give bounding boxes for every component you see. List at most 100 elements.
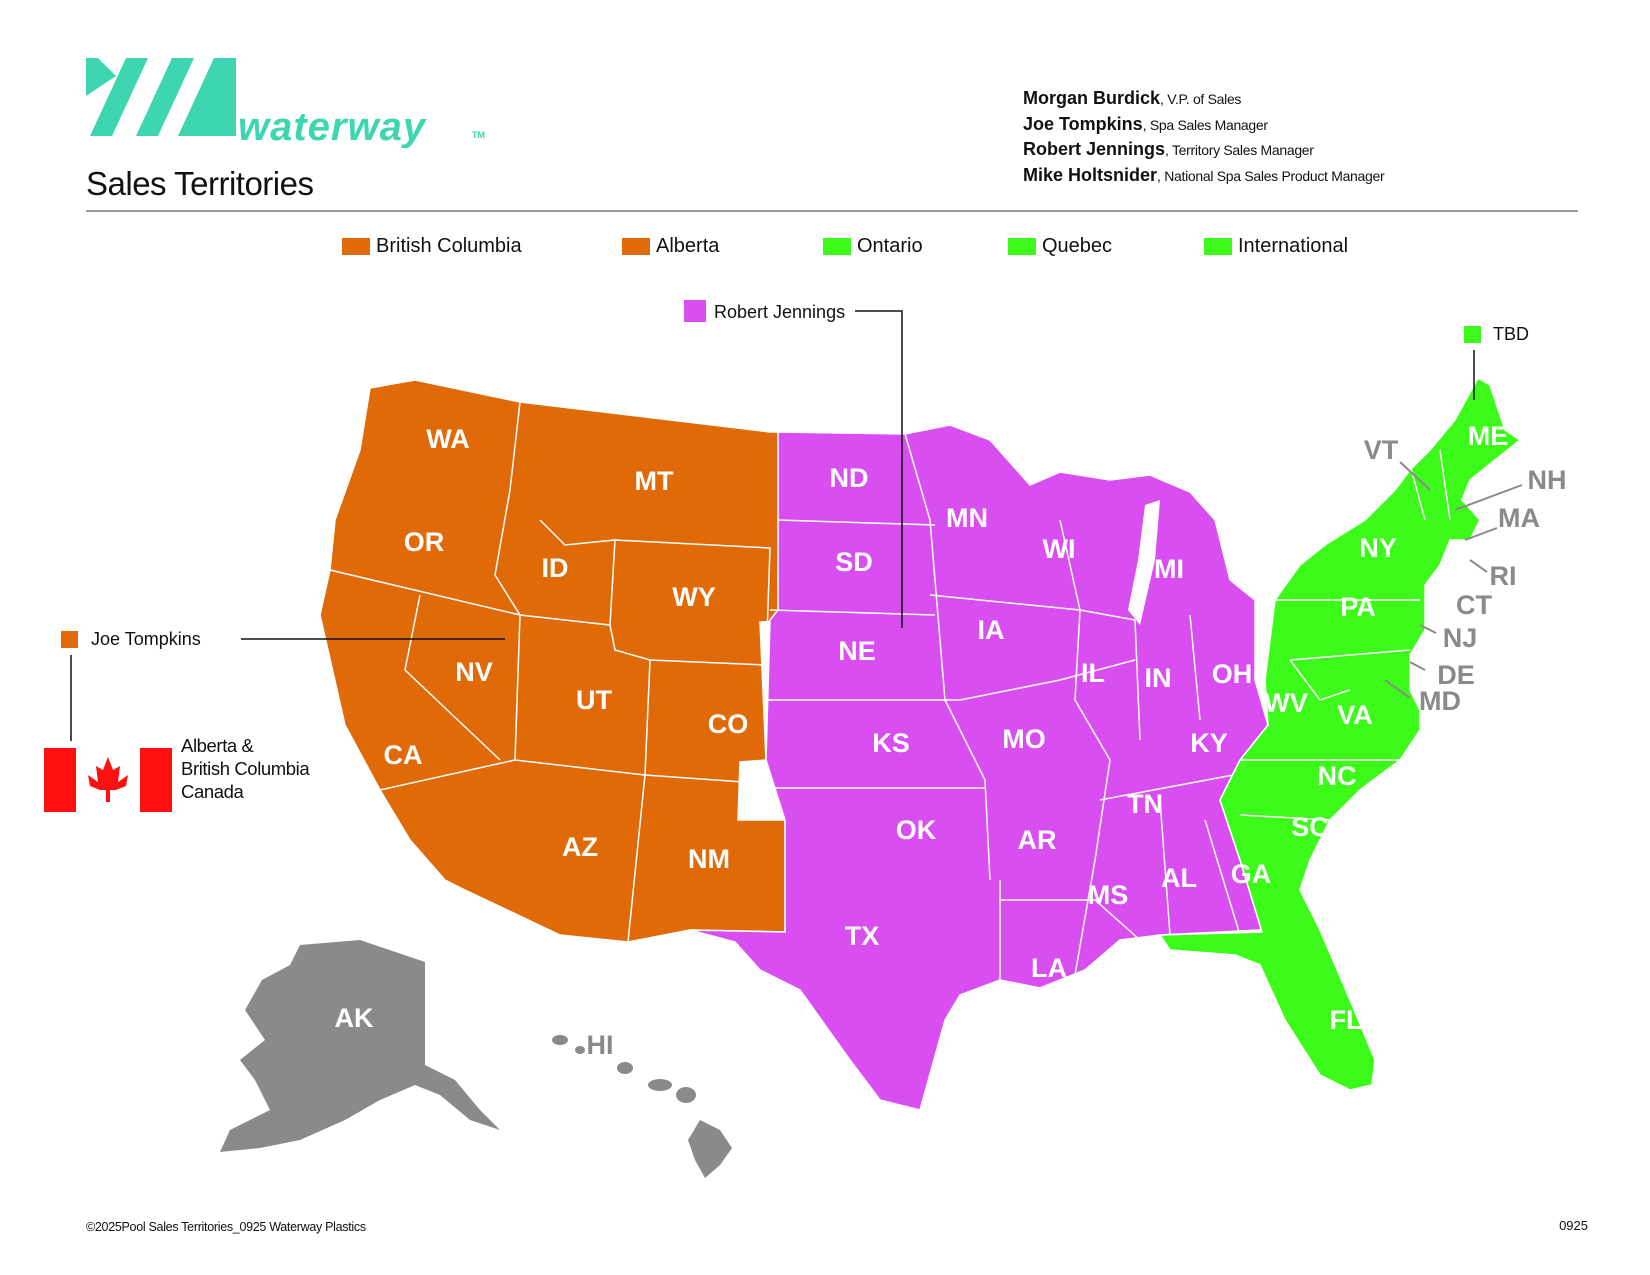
legend-item-alberta: Alberta: [622, 235, 719, 257]
canada-note-line: Alberta &: [181, 735, 254, 756]
state-label-wy: WY: [672, 582, 716, 612]
border-line: [769, 609, 936, 616]
contact-role: , Spa Sales Manager: [1142, 116, 1268, 133]
legend-swatch: [622, 237, 650, 255]
header-divider: [86, 210, 1578, 212]
callout-lines: [70, 310, 1475, 741]
callout-ma: [1464, 527, 1498, 541]
state-label-pa: PA: [1340, 592, 1376, 622]
logo-trademark: TM: [472, 130, 485, 140]
state-label-oh: OH: [1212, 659, 1253, 689]
callout-ri: [1469, 559, 1488, 573]
tbd-swatch: [1464, 326, 1481, 343]
state-label-co: CO: [708, 709, 749, 739]
contact-name: Mike Holtsnider: [1023, 164, 1158, 185]
contact-row: Morgan Burdick, V.P. of Sales: [1023, 86, 1384, 112]
state-label-id: ID: [542, 553, 569, 583]
border-line: [904, 433, 991, 881]
state-label-mn: MN: [946, 503, 988, 533]
canada-flag-icon: [44, 748, 172, 812]
state-label-ak: AK: [335, 1003, 374, 1033]
hawaii-island: [648, 1079, 672, 1091]
legend-label: Quebec: [1042, 234, 1113, 257]
state-label-ny: NY: [1359, 533, 1397, 563]
state-label-ca: CA: [384, 740, 423, 770]
state-label-tn: TN: [1127, 789, 1163, 819]
contact-role: , V.P. of Sales: [1160, 91, 1242, 107]
state-label-ok: OK: [896, 815, 937, 845]
legend-item-quebec: Quebec: [1008, 234, 1113, 257]
state-label-ma: MA: [1498, 503, 1540, 533]
hawaii-island: [676, 1087, 696, 1103]
state-label-de: DE: [1437, 660, 1475, 690]
footer-code: 0925: [1559, 1218, 1588, 1233]
logo-stripe-3: [136, 58, 194, 136]
legend-swatch: [823, 237, 851, 255]
border-line: [777, 519, 936, 526]
contact-row: Mike Holtsnider, National Spa Sales Prod…: [1023, 163, 1385, 189]
canada-note-line: British Columbia: [181, 758, 310, 779]
legend-item-ontario: Ontario: [823, 234, 923, 257]
canada-note-line: Canada: [181, 781, 244, 802]
state-label-fl: FL: [1330, 1005, 1363, 1035]
border-line: [494, 401, 616, 626]
footer-copyright: ©2025Pool Sales Territories_0925 Waterwa…: [86, 1220, 366, 1234]
state-label-in: IN: [1145, 663, 1172, 693]
legend-swatch: [1008, 237, 1036, 255]
waterway-logo: waterway TM: [86, 58, 485, 148]
border-line: [1059, 519, 1111, 976]
state-label-ar: AR: [1018, 825, 1057, 855]
east-region-shape: [1158, 376, 1522, 1091]
robert-jennings-label: Robert Jennings: [714, 302, 845, 322]
legend-swatch: [342, 237, 370, 255]
state-label-wv: WV: [1264, 688, 1308, 718]
callout-nj: [1419, 624, 1437, 634]
state-label-hi: HI: [587, 1030, 614, 1060]
state-label-ia: IA: [978, 615, 1005, 645]
state-label-il: IL: [1081, 658, 1105, 688]
tbd-label: TBD: [1493, 324, 1529, 344]
legend-label: Ontario: [857, 234, 923, 257]
logo-stripe-2: [90, 58, 148, 136]
border-line: [644, 774, 786, 786]
border-line: [627, 774, 646, 943]
contact-name: Robert Jennings: [1023, 139, 1166, 159]
page-title: Sales Territories: [86, 165, 314, 202]
callout-line-robert-jennings: [855, 310, 903, 628]
east-territory: [1158, 376, 1522, 1091]
border-line: [1239, 814, 1331, 821]
border-line: [1289, 659, 1351, 701]
legend-item-international: International: [1204, 235, 1348, 257]
state-label-ne: NE: [838, 636, 876, 666]
border-line: [609, 539, 771, 666]
border-line: [329, 569, 521, 791]
contact-list: Morgan Burdick, V.P. of Sales Joe Tompki…: [1023, 86, 1385, 189]
state-label-ms: MS: [1088, 880, 1129, 910]
hawaii-island: [617, 1062, 633, 1074]
hawaii-shape: [552, 1035, 732, 1178]
state-label-ut: UT: [576, 685, 612, 715]
flag-bar-left: [44, 748, 76, 812]
state-label-mo: MO: [1002, 724, 1046, 754]
border-line: [404, 594, 501, 761]
canada-note: Alberta & British Columbia Canada: [181, 734, 310, 803]
state-label-va: VA: [1337, 700, 1373, 730]
legend-swatch: [1204, 237, 1232, 255]
joe-tompkins-swatch: [61, 631, 78, 648]
callout-de: [1409, 661, 1426, 671]
state-label-me: ME: [1468, 421, 1509, 451]
joe-tompkins-label: Joe Tompkins: [91, 629, 201, 649]
logo-block: [178, 58, 236, 136]
state-label-ks: KS: [872, 728, 910, 758]
state-label-nc: NC: [1318, 761, 1357, 791]
state-label-mi: MI: [1154, 554, 1184, 584]
contact-name: Joe Tompkins: [1023, 113, 1143, 134]
alaska-shape: [220, 940, 500, 1152]
hawaii-island: [575, 1046, 585, 1054]
legend-item-british-columbia: British Columbia: [342, 235, 522, 257]
border-line: [1000, 899, 1141, 941]
border-line: [1439, 449, 1451, 521]
flag-bar-right: [140, 748, 172, 812]
hawaii-island: [688, 1120, 732, 1178]
